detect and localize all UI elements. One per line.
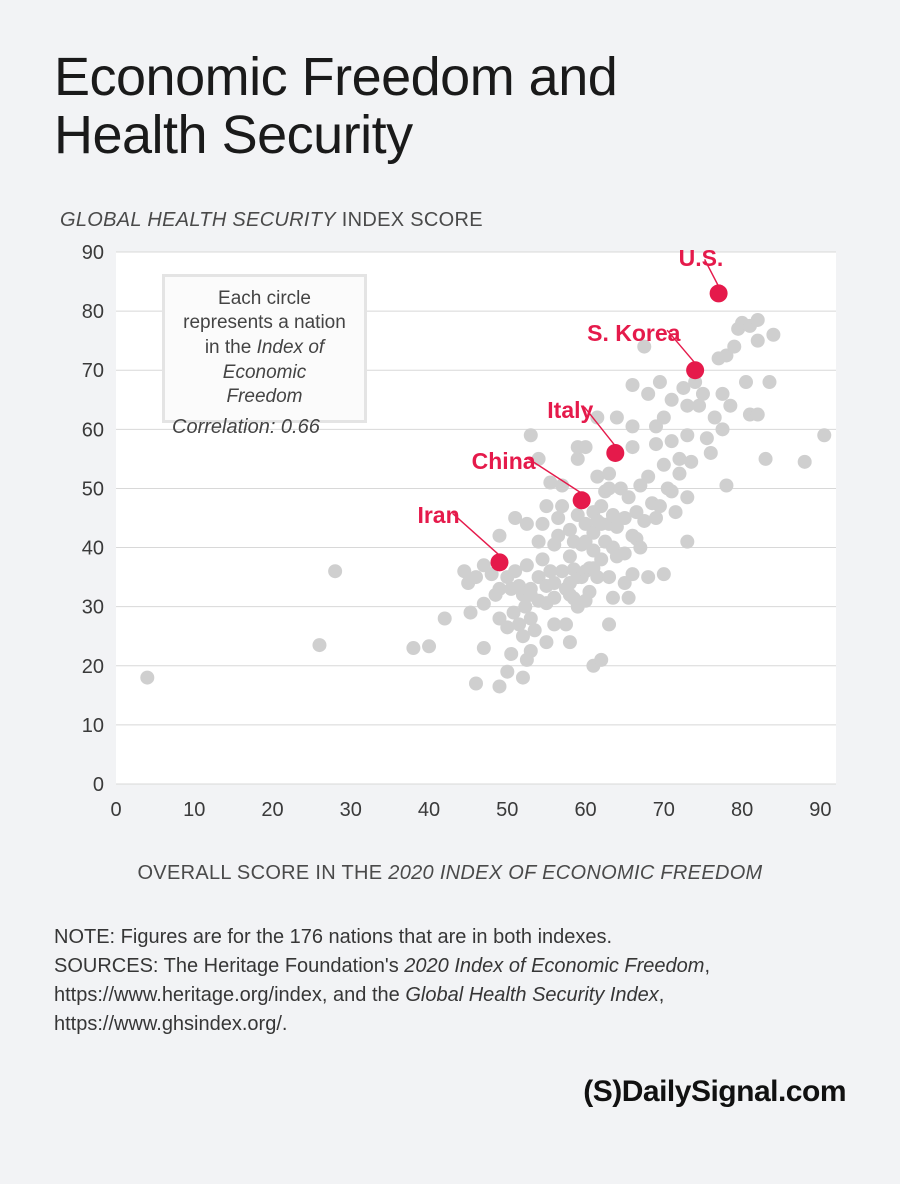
note-line1: NOTE: Figures are for the 176 nations th…	[54, 923, 846, 952]
title-line1: Economic Freedom and	[54, 47, 617, 107]
y-axis-title-ital: GLOBAL HEALTH SECURITY	[60, 209, 336, 231]
callout-italy: Italy	[547, 397, 593, 424]
svg-text:50: 50	[496, 799, 518, 821]
legend-line1: Each circle	[183, 287, 346, 312]
y-axis-title-rest: INDEX SCORE	[336, 209, 483, 231]
svg-text:40: 40	[418, 799, 440, 821]
attribution: (S)DailySignal.com	[54, 1075, 846, 1109]
svg-text:50: 50	[82, 478, 104, 500]
svg-text:90: 90	[82, 244, 104, 264]
svg-text:40: 40	[82, 537, 104, 559]
svg-text:80: 80	[731, 799, 753, 821]
callout-iran: Iran	[417, 502, 459, 529]
title-line2: Health Security	[54, 105, 413, 165]
x-axis-title: OVERALL SCORE IN THE 2020 INDEX OF ECONO…	[54, 862, 846, 885]
x-axis-title-ital: 2020 INDEX OF ECONOMIC FREEDOM	[388, 862, 762, 884]
svg-text:10: 10	[183, 799, 205, 821]
note-line2: SOURCES: The Heritage Foundation's 2020 …	[54, 952, 846, 981]
legend-box: Each circle represents a nation in the I…	[162, 274, 367, 423]
svg-text:30: 30	[340, 799, 362, 821]
svg-text:30: 30	[82, 596, 104, 618]
svg-text:60: 60	[82, 419, 104, 441]
x-axis-title-pre: OVERALL SCORE IN THE	[137, 862, 388, 884]
note-line4: https://www.ghsindex.org/.	[54, 1010, 846, 1039]
attribution-logo: (S)	[583, 1075, 622, 1108]
callout-s-korea: S. Korea	[587, 320, 680, 347]
correlation-label: Correlation: 0.66	[172, 416, 320, 439]
svg-text:20: 20	[82, 655, 104, 677]
y-axis-title: GLOBAL HEALTH SECURITY INDEX SCORE	[60, 209, 846, 232]
svg-text:90: 90	[809, 799, 831, 821]
svg-text:80: 80	[82, 301, 104, 323]
chart-title: Economic Freedom and Health Security	[54, 48, 846, 165]
legend-line4: Economic Freedom	[183, 361, 346, 410]
callout-u-s-: U.S.	[679, 245, 724, 272]
note-line3: https://www.heritage.org/index, and the …	[54, 981, 846, 1010]
scatter-chart: 0 10 20 30 40 50 60 70 80 90 0 10 20 30 40 50 60 70 80 90 E…	[54, 244, 846, 844]
svg-text:10: 10	[82, 715, 104, 737]
svg-text:0: 0	[93, 774, 104, 796]
svg-text:70: 70	[653, 799, 675, 821]
svg-text:20: 20	[261, 799, 283, 821]
attribution-text: DailySignal.com	[622, 1075, 846, 1108]
svg-text:60: 60	[574, 799, 596, 821]
legend-line2: represents a nation	[183, 311, 346, 336]
svg-text:70: 70	[82, 360, 104, 382]
callout-china: China	[472, 448, 536, 475]
note-block: NOTE: Figures are for the 176 nations th…	[54, 923, 846, 1039]
svg-text:0: 0	[110, 799, 121, 821]
legend-line3: in the Index of	[183, 336, 346, 361]
